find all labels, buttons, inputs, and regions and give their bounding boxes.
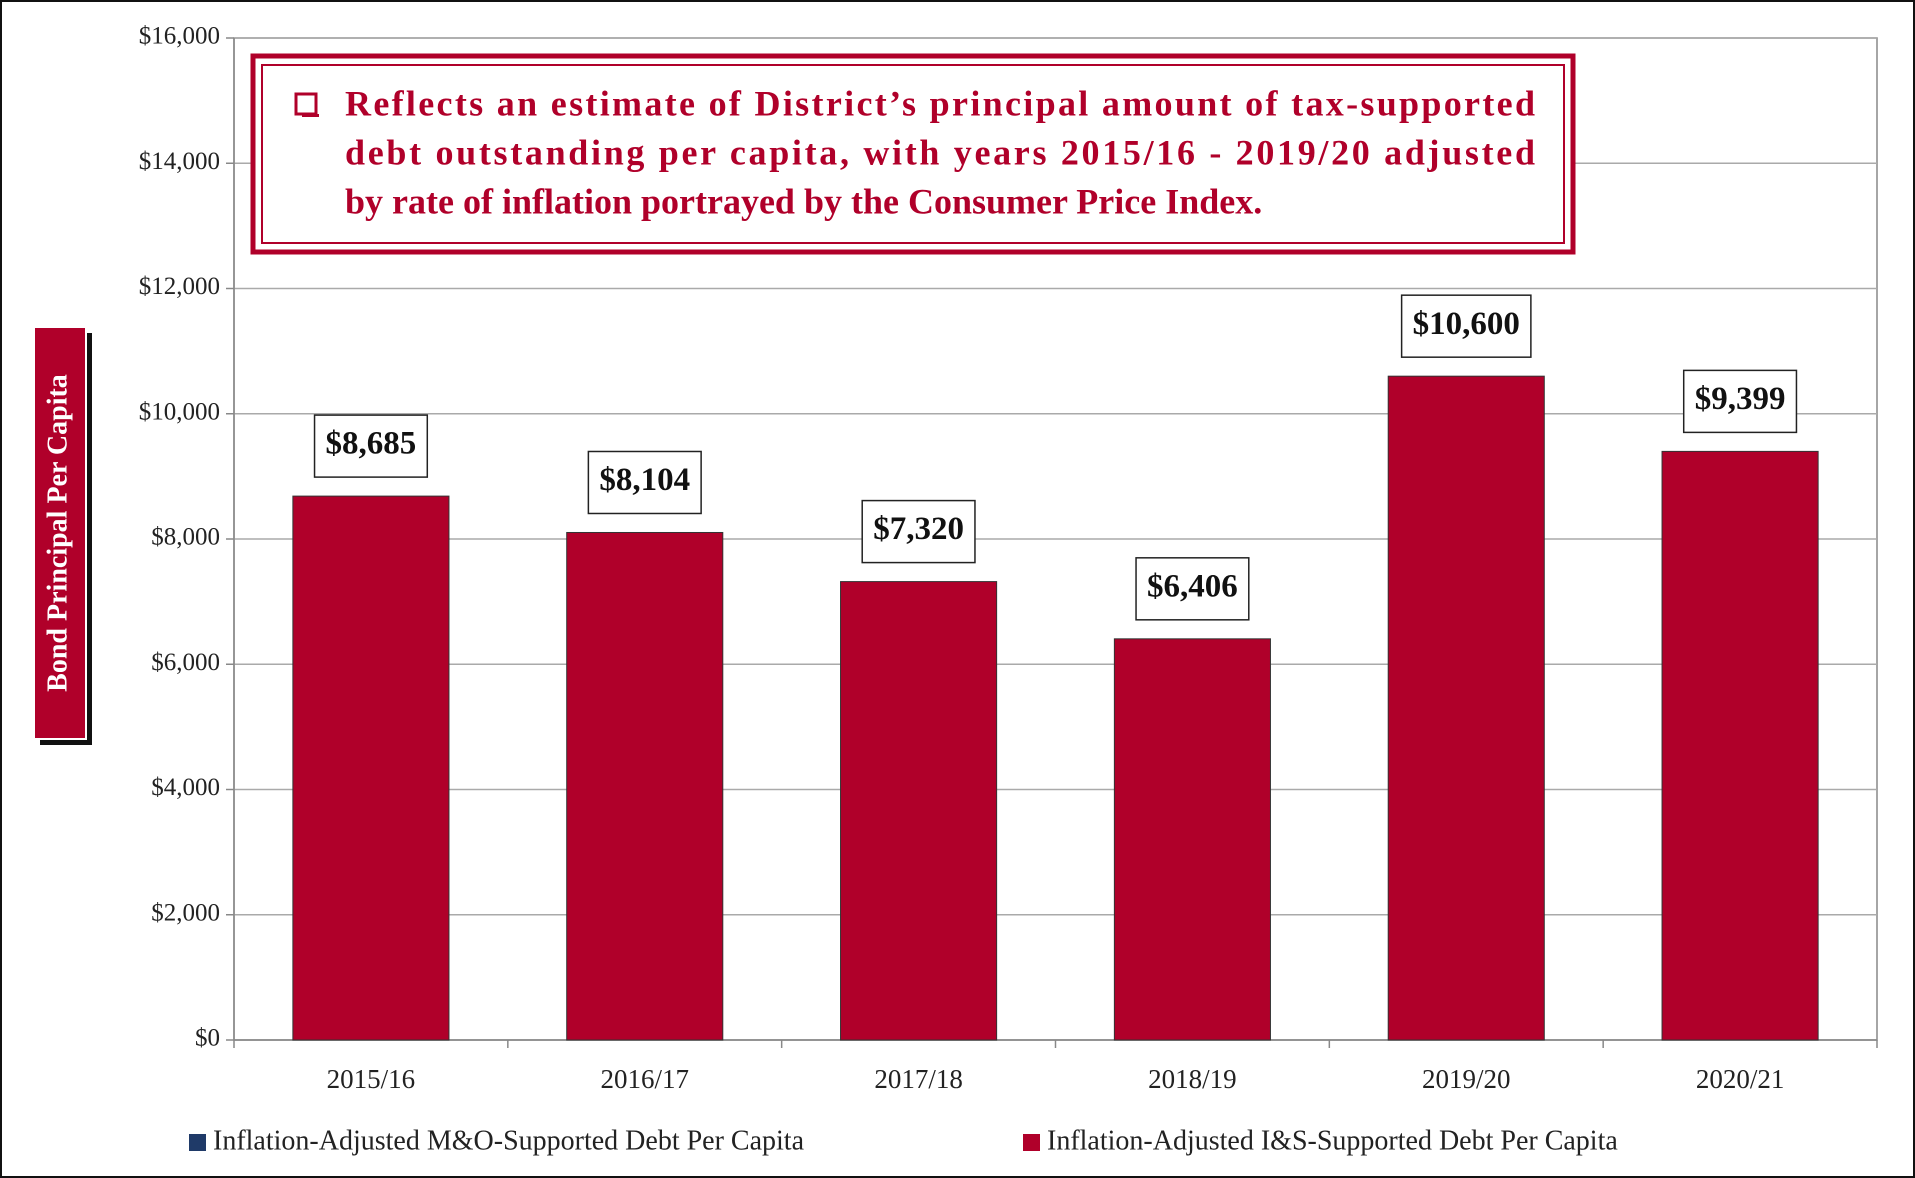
annotation-box-outer bbox=[250, 53, 1576, 255]
bar bbox=[566, 531, 724, 1041]
data-label: $8,685 bbox=[326, 426, 417, 462]
annotation-bullet bbox=[294, 92, 318, 116]
x-tick-label: 2016/17 bbox=[600, 1064, 689, 1094]
data-label-box bbox=[1135, 557, 1250, 621]
annotation-line: Reflects an estimate of District’s princ… bbox=[345, 83, 1535, 123]
annotation-bullet-shadow bbox=[302, 114, 319, 117]
data-label-box bbox=[1682, 369, 1798, 434]
y-tick-label: $10,000 bbox=[139, 398, 220, 425]
data-label: $9,399 bbox=[1695, 381, 1786, 417]
data-label: $10,600 bbox=[1413, 306, 1520, 342]
data-label-group: $9,399 bbox=[1682, 369, 1798, 434]
data-label-box bbox=[587, 450, 702, 515]
y-tick-label: $2,000 bbox=[151, 899, 220, 926]
data-label-box bbox=[861, 499, 976, 564]
bar bbox=[840, 581, 998, 1041]
y-label-box bbox=[33, 326, 87, 740]
data-label-group: $8,685 bbox=[313, 414, 429, 478]
y-tick-label: $12,000 bbox=[139, 273, 220, 300]
data-label-group: $6,406 bbox=[1135, 557, 1250, 621]
data-label-box bbox=[1400, 294, 1532, 358]
data-label-group: $7,320 bbox=[861, 499, 976, 564]
y-tick-label: $6,000 bbox=[151, 649, 220, 676]
y-tick-label: $4,000 bbox=[151, 774, 220, 801]
x-tick-label: 2019/20 bbox=[1422, 1064, 1511, 1094]
data-label-box bbox=[313, 414, 429, 478]
bar bbox=[1661, 450, 1819, 1041]
x-tick-label: 2018/19 bbox=[1148, 1064, 1237, 1094]
y-tick-label: $8,000 bbox=[151, 524, 220, 551]
data-label-group: $8,104 bbox=[587, 450, 702, 515]
legend-swatch bbox=[189, 1134, 206, 1151]
y-tick-label: $16,000 bbox=[139, 23, 220, 50]
data-label: $6,406 bbox=[1147, 568, 1238, 604]
annotation-box-inner bbox=[261, 64, 1565, 244]
x-tick-label: 2020/21 bbox=[1696, 1064, 1785, 1094]
data-label: $8,104 bbox=[599, 462, 690, 498]
x-tick-label: 2015/16 bbox=[327, 1064, 416, 1094]
bar bbox=[1387, 375, 1545, 1041]
legend-swatch bbox=[1023, 1134, 1040, 1151]
legend-label: Inflation-Adjusted M&O-Supported Debt Pe… bbox=[213, 1125, 805, 1156]
y-tick-label: $0 bbox=[195, 1025, 220, 1052]
y-tick-label: $14,000 bbox=[139, 148, 220, 175]
data-label-group: $10,600 bbox=[1400, 294, 1532, 358]
data-label: $7,320 bbox=[873, 511, 964, 547]
bar bbox=[1113, 638, 1271, 1041]
y-axis-label: Bond Principal Per Capita bbox=[42, 374, 73, 692]
bar bbox=[292, 495, 450, 1041]
legend-label: Inflation-Adjusted I&S-Supported Debt Pe… bbox=[1047, 1125, 1618, 1156]
x-tick-label: 2017/18 bbox=[874, 1064, 963, 1094]
annotation-line: by rate of inflation portrayed by the Co… bbox=[345, 181, 1262, 221]
